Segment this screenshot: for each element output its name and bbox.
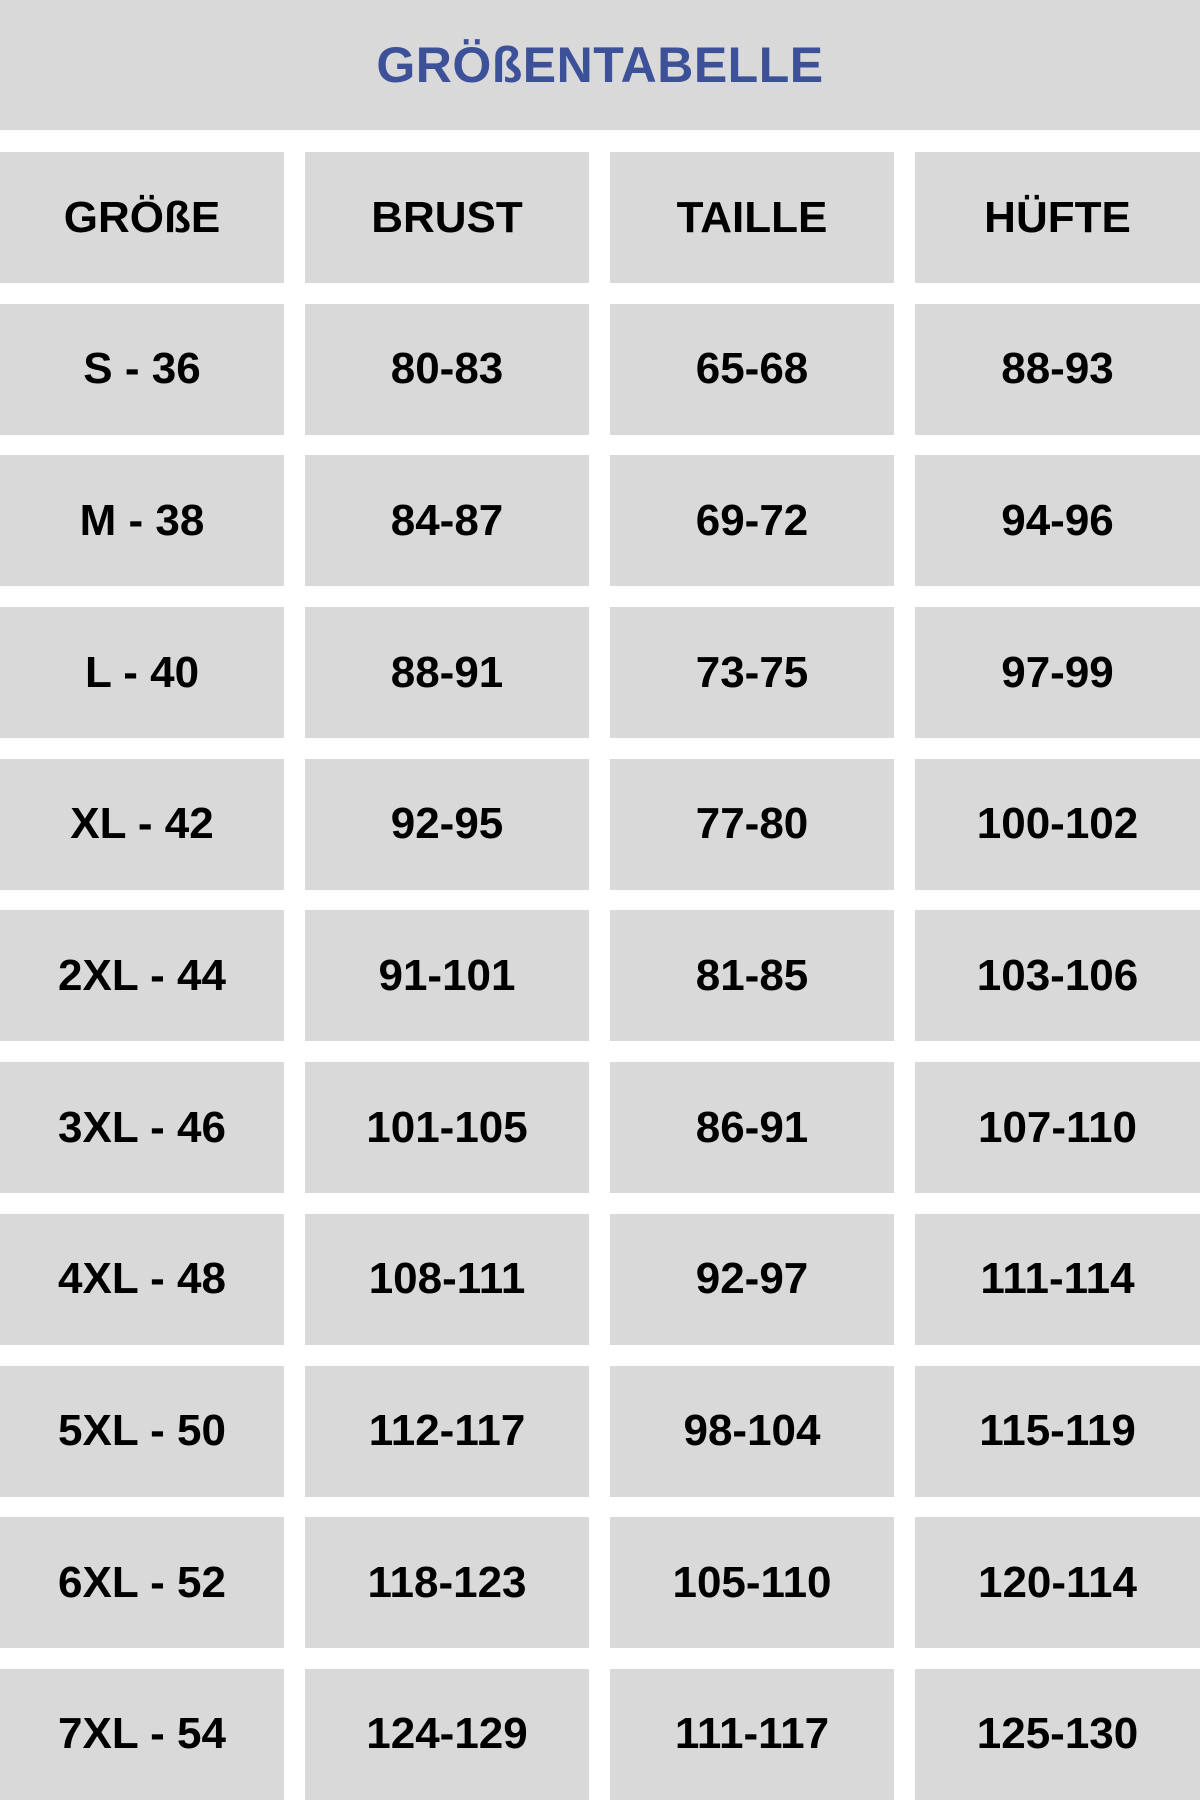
table-cell-waist: 105-110 — [610, 1517, 894, 1649]
table-cell-hip: 100-102 — [915, 758, 1200, 890]
header-chest: BRUST — [305, 152, 589, 283]
table-cell-waist: 69-72 — [610, 455, 894, 587]
table-cell-hip: 88-93 — [915, 303, 1200, 435]
table-cell-chest: 84-87 — [305, 455, 589, 587]
table-cell-size: 5XL - 50 — [0, 1365, 284, 1497]
table-cell-waist: 73-75 — [610, 607, 894, 739]
table-cell-waist: 81-85 — [610, 910, 894, 1042]
table-cell-waist: 86-91 — [610, 1062, 894, 1194]
header-hip: HÜFTE — [915, 152, 1200, 283]
table-cell-hip: 94-96 — [915, 455, 1200, 587]
table-cell-size: M - 38 — [0, 455, 284, 587]
table-cell-chest: 88-91 — [305, 607, 589, 739]
table-cell-hip: 97-99 — [915, 607, 1200, 739]
size-table: GRÖßE BRUST TAILLE HÜFTE S - 36 80-83 65-68 88-… — [0, 152, 1200, 1800]
table-cell-waist: 65-68 — [610, 303, 894, 435]
table-cell-size: 3XL - 46 — [0, 1062, 284, 1194]
table-cell-chest: 118-123 — [305, 1517, 589, 1649]
table-cell-waist: 111-117 — [610, 1668, 894, 1800]
table-cell-size: L - 40 — [0, 607, 284, 739]
table-cell-chest: 91-101 — [305, 910, 589, 1042]
page-title: GRÖßENTABELLE — [376, 37, 824, 93]
table-cell-hip: 120-114 — [915, 1517, 1200, 1649]
header-waist: TAILLE — [610, 152, 894, 283]
table-cell-size: XL - 42 — [0, 758, 284, 890]
table-cell-chest: 101-105 — [305, 1062, 589, 1194]
table-cell-size: S - 36 — [0, 303, 284, 435]
table-cell-waist: 92-97 — [610, 1213, 894, 1345]
table-cell-chest: 108-111 — [305, 1213, 589, 1345]
title-banner: GRÖßENTABELLE — [0, 0, 1200, 130]
table-cell-hip: 107-110 — [915, 1062, 1200, 1194]
table-cell-hip: 103-106 — [915, 910, 1200, 1042]
table-cell-chest: 80-83 — [305, 303, 589, 435]
table-cell-hip: 115-119 — [915, 1365, 1200, 1497]
table-cell-waist: 98-104 — [610, 1365, 894, 1497]
table-cell-hip: 125-130 — [915, 1668, 1200, 1800]
table-cell-chest: 92-95 — [305, 758, 589, 890]
table-cell-waist: 77-80 — [610, 758, 894, 890]
table-cell-chest: 124-129 — [305, 1668, 589, 1800]
table-cell-hip: 111-114 — [915, 1213, 1200, 1345]
header-size: GRÖßE — [0, 152, 284, 283]
table-cell-chest: 112-117 — [305, 1365, 589, 1497]
table-cell-size: 7XL - 54 — [0, 1668, 284, 1800]
table-cell-size: 4XL - 48 — [0, 1213, 284, 1345]
table-cell-size: 6XL - 52 — [0, 1517, 284, 1649]
table-cell-size: 2XL - 44 — [0, 910, 284, 1042]
